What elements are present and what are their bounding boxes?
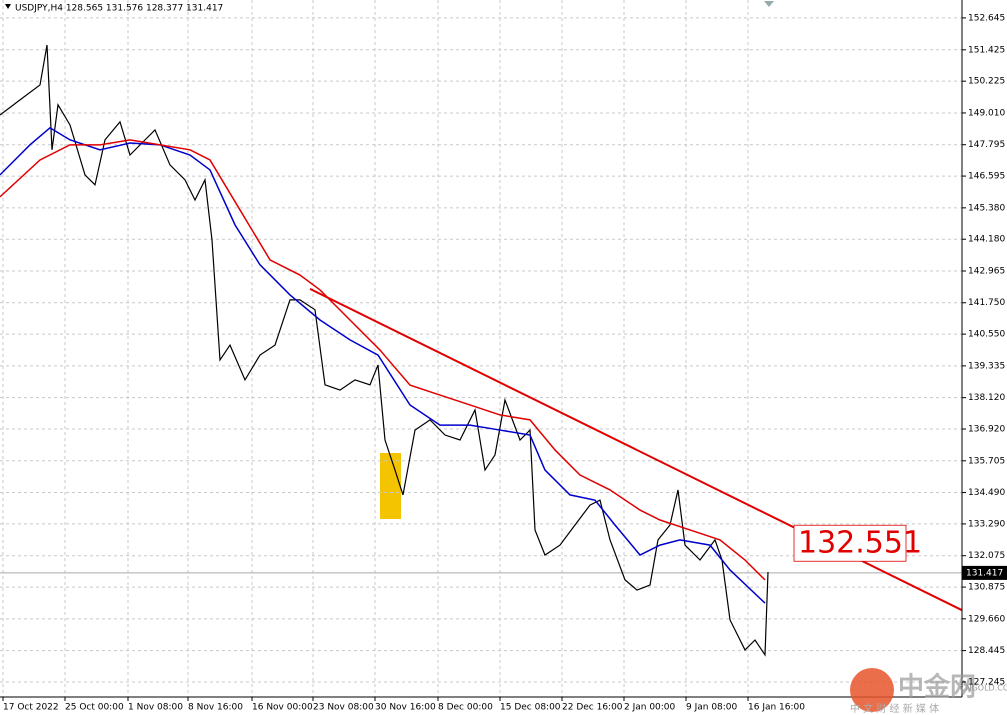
y-tick-label: 140.550 (968, 330, 1005, 340)
x-tick-label: 8 Nov 16:00 (188, 703, 243, 713)
moving-average (0, 126, 766, 604)
y-tick-label: 139.335 (968, 361, 1005, 371)
y-tick-label: 135.705 (968, 456, 1005, 466)
y-tick-label: 136.920 (968, 425, 1005, 435)
watermark-logo (850, 668, 894, 712)
y-tick-label: 144.180 (968, 235, 1005, 245)
y-tick-label: 146.595 (968, 172, 1005, 182)
y-tick-label: 151.425 (968, 45, 1005, 55)
y-tick-label: 129.660 (968, 614, 1005, 624)
current-price-box (962, 565, 1007, 580)
x-tick-label: 8 Dec 00:00 (438, 703, 493, 713)
plot (0, 0, 963, 697)
x-tick-label: 15 Dec 08:00 (500, 703, 561, 713)
x-tick-label: 22 Dec 16:00 (562, 703, 623, 713)
price-line (0, 44, 769, 657)
y-tick-label: 142.965 (968, 266, 1005, 276)
y-tick-label: 150.225 (968, 77, 1005, 87)
x-tick-label: 9 Jan 08:00 (686, 703, 738, 713)
annotation: 132.551 (798, 526, 922, 561)
y-tick-label: 130.875 (968, 583, 1005, 593)
moving-average (0, 139, 766, 581)
x-tick-label: 25 Oct 00:00 (65, 703, 124, 713)
watermark-brand: 中金网 (898, 672, 976, 703)
annotation-box (793, 524, 907, 562)
chart-title: USDJPY,H4 128.565 131.576 128.377 131.41… (15, 4, 223, 14)
x-tick-label: 17 Oct 2022 (3, 703, 59, 713)
y-tick-label: 127.245 (968, 677, 1005, 687)
y-tick-label: 134.490 (968, 488, 1005, 498)
y-tick-label: 138.120 (968, 393, 1005, 403)
watermark-slogan: 中 文 财 经 新 媒 体 (850, 702, 939, 715)
menu-arrow (5, 4, 11, 9)
scroll-arrow (764, 1, 774, 7)
highlight-box (380, 453, 401, 519)
current-price-label: 131.417 (966, 568, 1003, 578)
y-tick-label: 132.075 (968, 551, 1005, 561)
x-tick-label: 16 Jan 16:00 (748, 703, 805, 713)
y-tick-label: 128.445 (968, 646, 1005, 656)
y-tick-label: 147.795 (968, 140, 1005, 150)
x-tick-label: 16 Nov 00:00 (252, 703, 313, 713)
x-tick-label: 23 Nov 08:00 (313, 703, 374, 713)
x-tick-label: 30 Nov 16:00 (375, 703, 436, 713)
y-tick-label: 145.380 (968, 203, 1005, 213)
y-tick-label: 149.010 (968, 108, 1005, 118)
x-tick-label: 2 Jan 00:00 (624, 703, 676, 713)
x-tick-label: 1 Nov 08:00 (128, 703, 183, 713)
y-tick-label: 141.750 (968, 298, 1005, 308)
y-tick-label: 152.645 (968, 13, 1005, 23)
y-tick-label: 133.290 (968, 519, 1005, 529)
watermark-site: CNGOLD.COM (960, 684, 1007, 693)
